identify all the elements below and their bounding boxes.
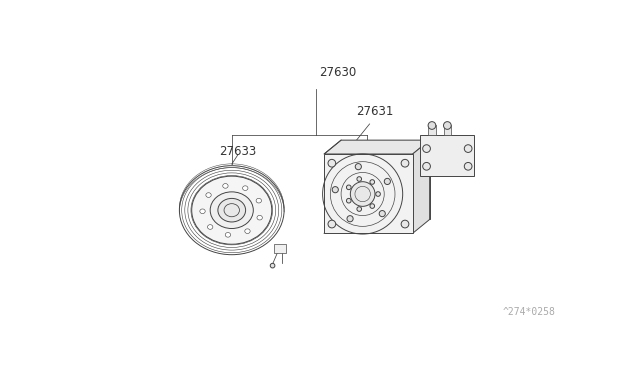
Text: ^274*0258: ^274*0258 [502,307,555,317]
Circle shape [355,164,362,170]
Polygon shape [324,154,413,233]
Circle shape [357,207,362,211]
Circle shape [270,263,275,268]
Ellipse shape [243,186,248,190]
Circle shape [332,187,339,193]
Circle shape [328,220,336,228]
Ellipse shape [218,198,246,222]
Polygon shape [324,140,429,154]
Bar [420,135,474,176]
Circle shape [384,178,390,185]
Text: 27633: 27633 [219,145,256,158]
Text: 27631: 27631 [356,105,393,118]
Circle shape [428,122,436,129]
Circle shape [347,216,353,222]
Bar [428,125,436,135]
Circle shape [422,163,431,170]
Ellipse shape [256,198,262,203]
Circle shape [346,198,351,203]
Circle shape [376,192,380,196]
Ellipse shape [223,184,228,188]
Ellipse shape [200,209,205,214]
Ellipse shape [244,229,250,234]
Ellipse shape [206,193,211,198]
Circle shape [346,185,351,190]
Circle shape [444,122,451,129]
Bar [274,244,287,253]
Circle shape [401,159,409,167]
Ellipse shape [192,176,272,244]
Circle shape [357,177,362,181]
Circle shape [370,204,374,208]
Circle shape [328,159,336,167]
Circle shape [370,180,374,184]
Bar [444,125,451,135]
Circle shape [350,182,375,206]
Ellipse shape [207,225,213,229]
Circle shape [422,145,431,153]
Circle shape [464,163,472,170]
Polygon shape [413,140,429,233]
Polygon shape [341,140,429,219]
Text: 27630: 27630 [319,66,356,79]
Ellipse shape [257,215,262,220]
Circle shape [464,145,472,153]
Circle shape [401,220,409,228]
Circle shape [379,211,385,217]
Ellipse shape [210,192,253,228]
Ellipse shape [225,232,230,237]
